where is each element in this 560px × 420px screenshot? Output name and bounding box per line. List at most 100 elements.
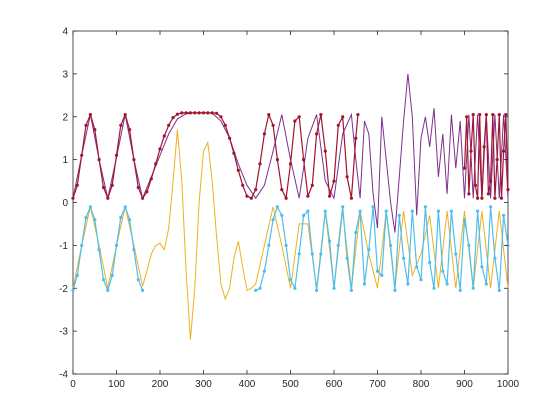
data-point (478, 113, 482, 117)
data-point (275, 158, 279, 162)
data-point (132, 158, 136, 162)
data-point (423, 205, 427, 209)
data-point (336, 123, 340, 127)
x-tick-label: 100 (108, 379, 125, 390)
data-point (254, 188, 258, 192)
data-point (71, 288, 75, 292)
data-point (267, 243, 271, 247)
data-point (154, 162, 158, 166)
data-point (101, 278, 106, 282)
data-point (262, 132, 266, 136)
data-point (267, 113, 271, 117)
data-point (84, 215, 88, 220)
data-point (262, 269, 266, 273)
data-point (367, 248, 371, 252)
data-point (271, 123, 275, 127)
x-tick-label: 800 (413, 379, 430, 390)
data-point (128, 218, 132, 222)
data-point (480, 196, 484, 200)
data-point (188, 111, 192, 115)
data-point (310, 252, 314, 256)
plot-area (72, 30, 509, 375)
data-point (201, 111, 206, 115)
data-point (236, 168, 240, 172)
data-point (297, 115, 301, 119)
data-point (467, 243, 471, 247)
y-tick-label: 2 (62, 112, 68, 123)
data-point (402, 256, 406, 260)
data-point (371, 205, 375, 209)
data-point (171, 116, 175, 120)
data-point (471, 286, 475, 290)
series-3-segment-0-line (72, 205, 144, 293)
data-point (499, 196, 504, 200)
data-point (484, 282, 488, 286)
data-point (258, 286, 262, 290)
data-point (506, 188, 510, 192)
data-point (489, 205, 493, 209)
data-point (149, 177, 153, 181)
data-point (480, 265, 484, 269)
data-point (458, 288, 462, 292)
series-3 (71, 205, 510, 293)
data-point (356, 113, 360, 117)
data-point (106, 288, 110, 292)
data-point (280, 213, 284, 217)
y-tick-label: 4 (62, 27, 68, 38)
data-point (97, 248, 101, 252)
data-point (441, 269, 445, 273)
data-point (280, 188, 284, 192)
data-point (219, 115, 223, 119)
y-tick-label: -2 (59, 284, 68, 295)
data-point (88, 205, 92, 209)
data-point (75, 273, 79, 277)
data-point (119, 123, 123, 127)
data-point (275, 205, 279, 209)
data-point (493, 256, 497, 260)
tick-label-layer: 0 100 200 300 400 500 600 700 800 900 1000 4 3 2 1 0 -1 -… (59, 27, 519, 391)
data-point (315, 288, 319, 292)
data-point (110, 183, 114, 187)
data-point (141, 196, 145, 200)
plot-frame (72, 30, 509, 375)
data-point (101, 185, 106, 190)
data-point (393, 288, 397, 292)
data-point (473, 183, 477, 187)
data-point (502, 149, 506, 153)
series-0-line (72, 73, 509, 233)
data-point (482, 145, 486, 149)
data-point (495, 158, 499, 162)
data-point (319, 252, 323, 256)
data-point (88, 113, 92, 117)
data-point (415, 265, 419, 269)
data-point (93, 218, 97, 222)
data-point (462, 218, 467, 222)
data-point (302, 158, 306, 162)
y-tick-label: 0 (62, 198, 68, 209)
data-point (145, 190, 149, 194)
series-layer (71, 73, 510, 340)
data-point (132, 248, 136, 252)
data-point (302, 213, 306, 217)
data-point (345, 256, 349, 260)
data-point (332, 286, 336, 290)
data-point (284, 196, 288, 200)
data-point (80, 243, 84, 247)
y-tick-label: -4 (59, 370, 68, 381)
data-point (110, 273, 114, 277)
data-point (184, 111, 188, 115)
data-point (93, 128, 97, 132)
data-point (284, 243, 288, 247)
x-tick-label: 900 (456, 379, 473, 390)
data-point (476, 196, 480, 200)
data-point (341, 205, 345, 209)
data-point (436, 209, 440, 213)
data-point (175, 112, 179, 116)
series-1 (71, 111, 510, 201)
data-point (106, 196, 110, 200)
data-point (232, 151, 236, 155)
y-tick-label: -1 (59, 241, 68, 252)
data-point (114, 243, 119, 247)
data-point (210, 111, 214, 115)
data-point (128, 128, 132, 132)
